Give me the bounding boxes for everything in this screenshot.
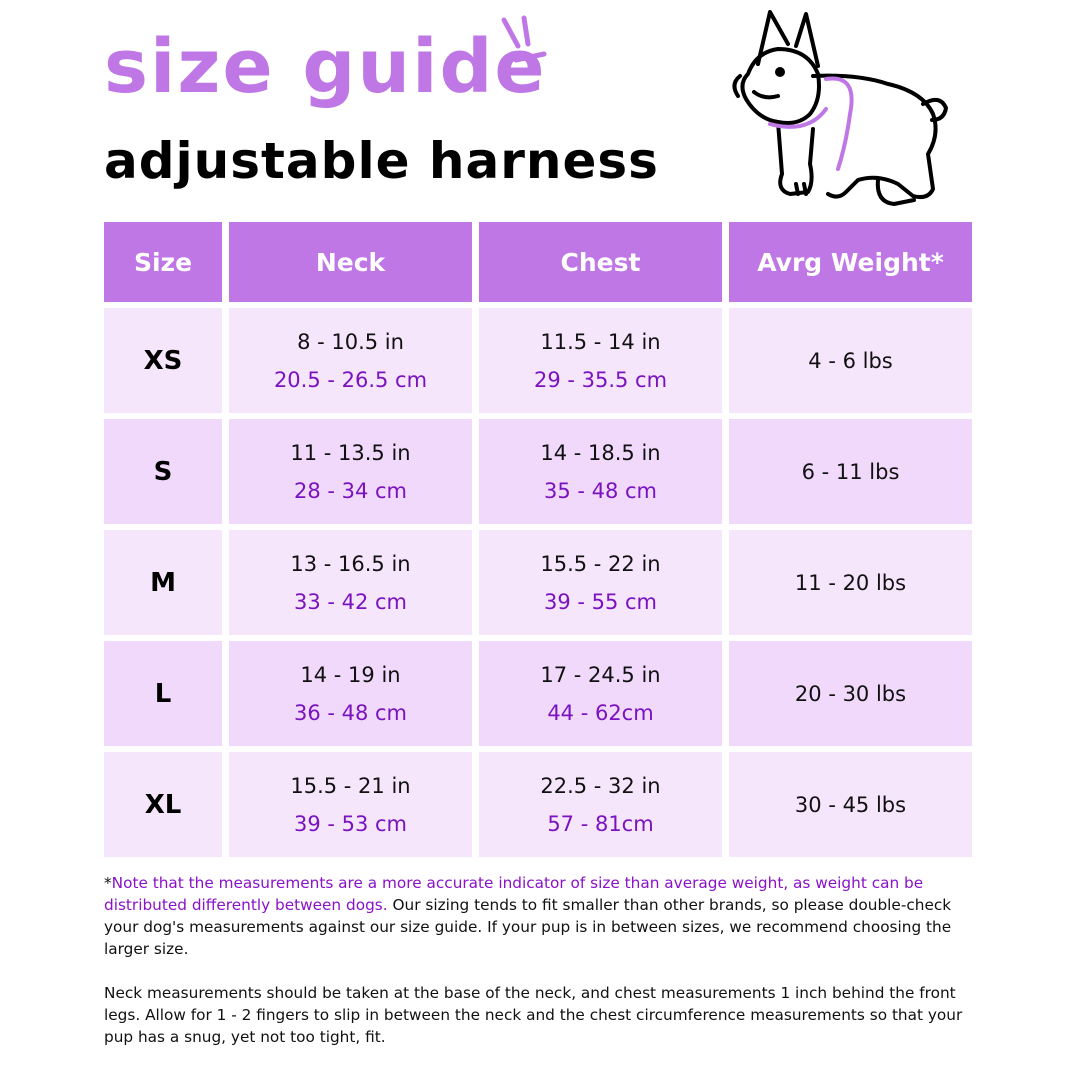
neck-cell: 8 - 10.5 in 20.5 - 26.5 cm	[229, 308, 472, 413]
neck-centimeters: 39 - 53 cm	[293, 811, 408, 836]
page-subtitle: adjustable harness	[104, 132, 659, 190]
weight-cell: 11 - 20 lbs	[729, 530, 972, 635]
weight-cell: 6 - 11 lbs	[729, 419, 972, 524]
note-paragraph-2: Neck measurements should be taken at the…	[104, 984, 963, 1046]
size-label: S	[153, 456, 173, 487]
note-rest: Our sizing tends to fit smaller than oth…	[104, 896, 952, 958]
dog-illustration-icon	[732, 10, 948, 206]
chest-centimeters: 44 - 62cm	[547, 700, 654, 725]
size-label: L	[154, 678, 172, 709]
neck-cell: 13 - 16.5 in 33 - 42 cm	[229, 530, 472, 635]
neck-cell: 15.5 - 21 in 39 - 53 cm	[229, 752, 472, 857]
chest-inches: 15.5 - 22 in	[540, 551, 661, 576]
note-highlight: Note that the measurements are a more ac…	[104, 874, 924, 914]
neck-inches: 15.5 - 21 in	[290, 773, 411, 798]
chest-centimeters: 29 - 35.5 cm	[533, 367, 668, 392]
weight-range: 30 - 45 lbs	[794, 792, 907, 817]
neck-inches: 11 - 13.5 in	[290, 440, 411, 465]
size-cell: S	[104, 419, 222, 524]
chest-cell: 15.5 - 22 in 39 - 55 cm	[479, 530, 722, 635]
sparkle-icon	[501, 15, 547, 63]
chest-cell: 14 - 18.5 in 35 - 48 cm	[479, 419, 722, 524]
chest-centimeters: 39 - 55 cm	[543, 589, 658, 614]
size-cell: L	[104, 641, 222, 746]
size-label: M	[150, 567, 176, 598]
neck-centimeters: 33 - 42 cm	[293, 589, 408, 614]
chest-inches: 17 - 24.5 in	[540, 662, 661, 687]
weight-range: 20 - 30 lbs	[794, 681, 907, 706]
weight-range: 6 - 11 lbs	[801, 459, 900, 484]
header-size: Size	[104, 222, 222, 302]
chest-cell: 22.5 - 32 in 57 - 81cm	[479, 752, 722, 857]
neck-inches: 14 - 19 in	[300, 662, 401, 687]
neck-cell: 11 - 13.5 in 28 - 34 cm	[229, 419, 472, 524]
weight-cell: 4 - 6 lbs	[729, 308, 972, 413]
weight-range: 4 - 6 lbs	[808, 348, 893, 373]
header-chest: Chest	[479, 222, 722, 302]
notes: *Note that the measurements are a more a…	[104, 872, 974, 1070]
neck-centimeters: 36 - 48 cm	[293, 700, 408, 725]
size-cell: XS	[104, 308, 222, 413]
chest-inches: 11.5 - 14 in	[540, 329, 661, 354]
size-cell: M	[104, 530, 222, 635]
asterisk: *	[104, 874, 112, 892]
neck-inches: 8 - 10.5 in	[297, 329, 404, 354]
neck-inches: 13 - 16.5 in	[290, 551, 411, 576]
chest-centimeters: 57 - 81cm	[547, 811, 654, 836]
chest-cell: 17 - 24.5 in 44 - 62cm	[479, 641, 722, 746]
weight-range: 11 - 20 lbs	[794, 570, 907, 595]
chest-cell: 11.5 - 14 in 29 - 35.5 cm	[479, 308, 722, 413]
header-neck: Neck	[229, 222, 472, 302]
size-label: XL	[144, 789, 182, 820]
weight-cell: 30 - 45 lbs	[729, 752, 972, 857]
size-label: XS	[143, 345, 183, 376]
chest-inches: 14 - 18.5 in	[540, 440, 661, 465]
size-table: Size Neck Chest Avrg Weight* XS 8 - 10.5 …	[104, 222, 972, 857]
weight-cell: 20 - 30 lbs	[729, 641, 972, 746]
page-title: size guide	[104, 24, 547, 110]
neck-cell: 14 - 19 in 36 - 48 cm	[229, 641, 472, 746]
size-cell: XL	[104, 752, 222, 857]
neck-centimeters: 20.5 - 26.5 cm	[273, 367, 428, 392]
header-weight: Avrg Weight*	[729, 222, 972, 302]
chest-centimeters: 35 - 48 cm	[543, 478, 658, 503]
chest-inches: 22.5 - 32 in	[540, 773, 661, 798]
note-paragraph-1: *Note that the measurements are a more a…	[104, 872, 974, 960]
neck-centimeters: 28 - 34 cm	[293, 478, 408, 503]
